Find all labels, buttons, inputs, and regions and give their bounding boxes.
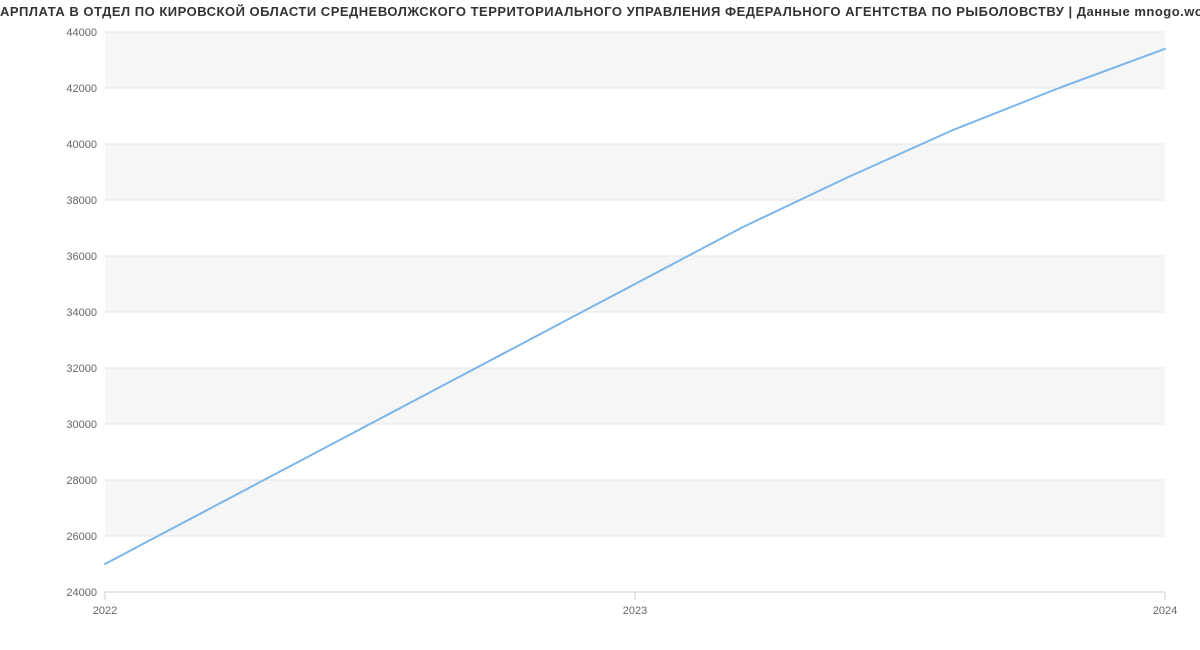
- y-tick-label: 28000: [66, 475, 97, 487]
- y-tick-label: 24000: [66, 587, 97, 599]
- y-tick-label: 40000: [66, 139, 97, 151]
- y-tick-label: 36000: [66, 251, 97, 263]
- x-tick-label: 2024: [1153, 605, 1177, 617]
- y-tick-label: 44000: [66, 27, 97, 39]
- y-tick-label: 34000: [66, 307, 97, 319]
- line-chart-svg: 24000 26000 28000 30000 32000 34000 36000 38000…: [0, 22, 1200, 630]
- chart-title: АРПЛАТА В ОТДЕЛ ПО КИРОВСКОЙ ОБЛАСТИ СРЕ…: [0, 4, 1200, 19]
- x-tick-label: 2023: [623, 605, 647, 617]
- y-tick-label: 30000: [66, 419, 97, 431]
- x-tick-label: 2022: [93, 605, 117, 617]
- y-tick-label: 42000: [66, 83, 97, 95]
- y-tick-label: 26000: [66, 531, 97, 543]
- y-tick-label: 38000: [66, 195, 97, 207]
- chart-plot-area: 24000 26000 28000 30000 32000 34000 36000 38000…: [0, 22, 1200, 630]
- y-tick-label: 32000: [66, 363, 97, 375]
